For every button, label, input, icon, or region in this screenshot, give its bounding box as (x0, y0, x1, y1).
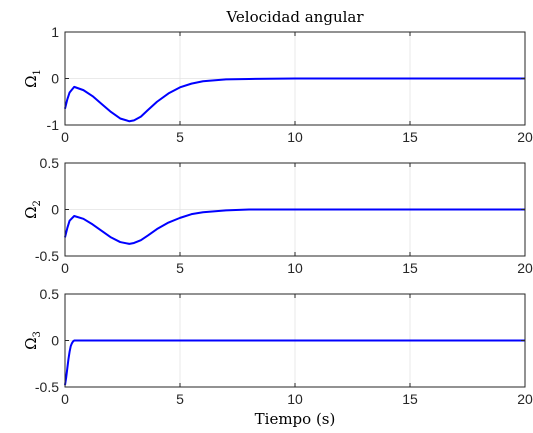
x-tick-label: 15 (402, 129, 418, 145)
y-tick-label: -0.5 (35, 379, 59, 395)
x-tick-label: 20 (517, 391, 533, 407)
x-tick-label: 0 (61, 129, 69, 145)
x-tick-label: 10 (287, 129, 303, 145)
y-axis-label-symbol: Ω (22, 206, 40, 218)
y-axis-label: Ω3 (22, 331, 43, 350)
y-tick-label: 0 (51, 333, 59, 349)
y-axis-label-subscript: 3 (32, 331, 43, 337)
series-line (64, 77, 525, 123)
x-tick-label: 5 (176, 260, 184, 276)
x-tick-label: 20 (517, 260, 533, 276)
y-tick-label: -1 (47, 117, 60, 133)
y-axis-label-symbol: Ω (22, 75, 40, 87)
x-tick-label: 20 (517, 129, 533, 145)
series-line (64, 208, 525, 245)
series-line (64, 339, 525, 386)
y-axis-label-subscript: 1 (32, 69, 43, 75)
x-tick-label: 10 (287, 260, 303, 276)
x-tick-label: 10 (287, 391, 303, 407)
chart-title: Velocidad angular (225, 8, 364, 26)
y-axis-label: Ω1 (22, 69, 43, 88)
x-tick-label: 5 (176, 129, 184, 145)
y-tick-label: 0 (51, 71, 59, 87)
y-axis-label-subscript: 2 (32, 200, 43, 206)
x-tick-label: 15 (402, 391, 418, 407)
y-tick-label: 0.5 (40, 155, 60, 171)
x-axis-label: Tiempo (s) (255, 410, 336, 428)
y-tick-label: 0 (51, 202, 59, 218)
y-axis-label-symbol: Ω (22, 337, 40, 349)
x-tick-label: 0 (61, 391, 69, 407)
y-tick-label: -0.5 (35, 248, 59, 264)
x-tick-label: 0 (61, 260, 69, 276)
subplot-2: 0 5 10 15 20-0.500.5Ω2 (22, 155, 533, 276)
y-tick-label: 1 (51, 24, 59, 40)
y-tick-label: 0.5 (40, 286, 60, 302)
x-tick-label: 15 (402, 260, 418, 276)
y-axis-label: Ω2 (22, 200, 43, 219)
x-tick-label: 5 (176, 391, 184, 407)
